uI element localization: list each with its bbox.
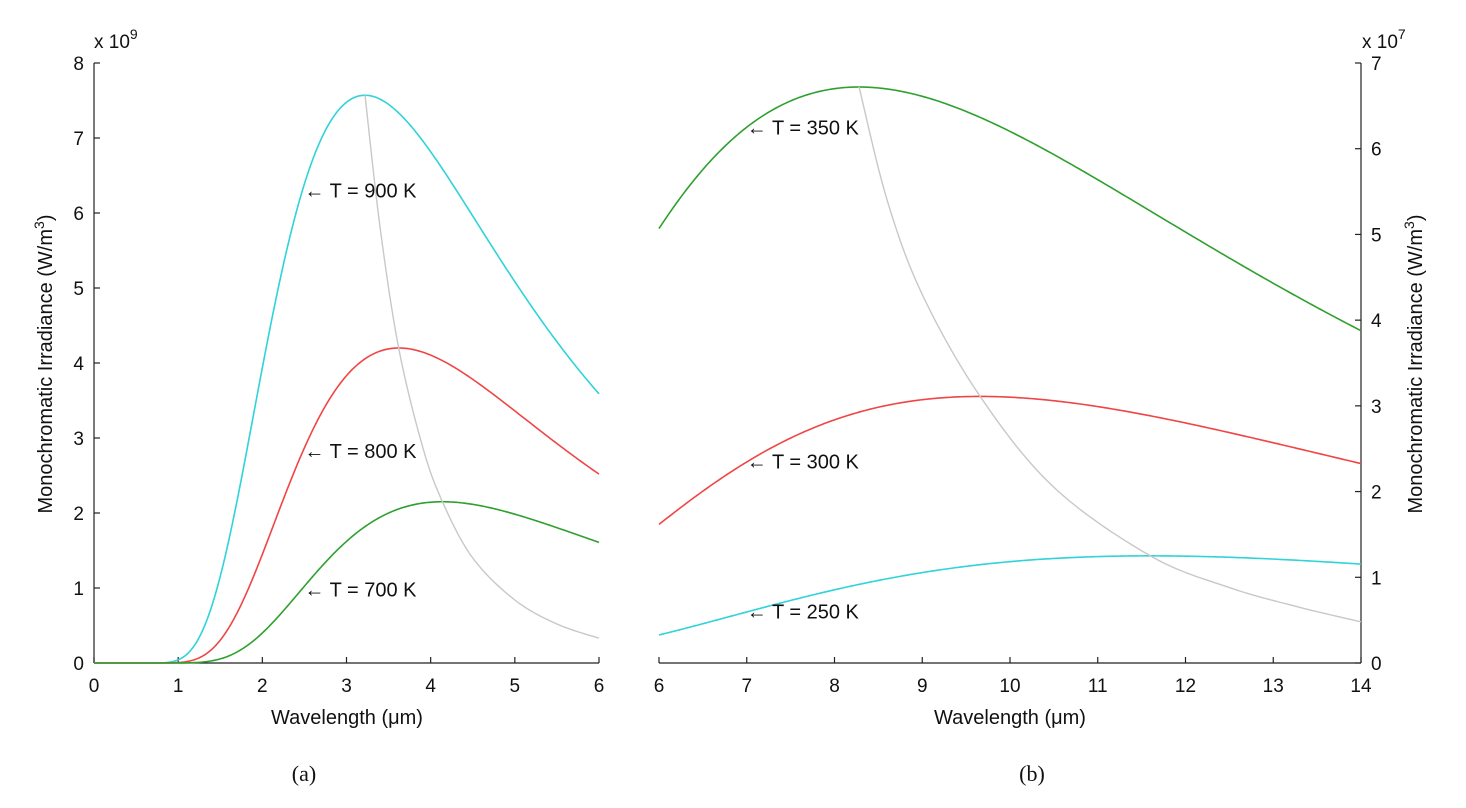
panel-a-y-tick-label: 5 [73,279,84,300]
panel-b-x-tick-label: 7 [741,676,752,697]
panel-b-y-tick-label: 2 [1371,483,1382,504]
panel-b-x-tick-label: 11 [1088,676,1108,697]
panel-a-y-tick-label: 0 [73,654,84,675]
panel-a-y-tick-label: 8 [73,54,84,75]
panel-a-annotation: ← T = 800 K [304,441,417,463]
panel-b-y-tick-label: 5 [1371,225,1382,246]
panel-a-y-axis-label-close: ) [35,215,57,222]
panel-b-caption: (b) [1019,761,1045,786]
panel-b-x-tick-label: 14 [1350,676,1372,697]
panel-b-y-tick-label: 3 [1371,397,1382,418]
panel-b-y-axis-label: Monochromatic Irradiance (W/m3) [1401,215,1427,514]
panel-a-x-tick-label: 4 [425,676,436,697]
panel-b-peak-locus-curve [858,86,1362,623]
panel-a-multiplier: x 109 [94,26,138,53]
panel-a-y-tick-label: 2 [73,504,84,525]
panel-b-annotation: ← T = 300 K [747,452,860,474]
panel-b-y-tick-label: 0 [1371,654,1382,675]
panel-a-multiplier-exp: 9 [130,26,138,42]
panel-b-series [658,86,1362,636]
panel-a-y-axis-label-main: Monochromatic Irradiance (W/m [35,229,57,514]
panel-b-annotation: ← T = 250 K [747,602,860,624]
panel-b-x-tick-label: 9 [917,676,928,697]
panel-a-curve-900k [94,94,600,664]
panel-a-annotation: ← T = 900 K [304,181,417,203]
panel-b-curve-300k [658,395,1362,526]
panel-a-x-tick-label: 3 [341,676,352,697]
panel-a-x-tick-label: 0 [89,676,100,697]
panel-a-curve-800k [94,347,600,664]
panel-a-caption: (a) [292,761,316,786]
panel-a-x-tick-label: 2 [257,676,268,697]
panel-b-y-tick-label: 1 [1371,568,1382,589]
panel-b-y-tick-label: 4 [1371,311,1382,332]
panel-a-series [94,94,600,664]
panel-a-x-tick-label: 1 [173,676,184,697]
panel-a-y-tick-label: 1 [73,579,84,600]
panel-b-x-axis-label: Wavelength (μm) [934,707,1086,729]
panel-b-curve-350k [658,86,1362,332]
panel-a-y-axis-label-sup: 3 [31,221,47,229]
panel-b-y-axis-label-sup: 3 [1401,221,1417,229]
panel-b-multiplier-exp: 7 [1398,26,1406,42]
panel-a-y-tick-label: 7 [73,129,84,150]
panel-b-y-tick-label: 6 [1371,140,1382,161]
panel-a-multiplier-base: x 10 [94,32,130,53]
panel-a-annotations: ← T = 900 K ← T = 800 K ← T = 700 K [304,181,417,602]
panel-b-curve-250k [658,555,1362,636]
panel-b-annotation: ← T = 350 K [747,117,860,139]
panel-a-peak-locus-curve [364,95,600,639]
panel-a-curve-700k [94,500,600,664]
panel-b-x-tick-label: 8 [829,676,840,697]
panel-b-y-axis-label-main: Monochromatic Irradiance (W/m [1405,229,1427,514]
panel-b-annotations: ← T = 350 K ← T = 300 K ← T = 250 K [747,117,860,623]
panel-a-x-tick-label: 5 [510,676,521,697]
panel-a-y-tick-label: 4 [73,354,84,375]
panel-b-x-tick-label: 13 [1263,676,1284,697]
panel-a-y-tick-label: 6 [73,204,84,225]
panel-b-multiplier: x 107 [1362,26,1406,53]
panel-a-ticks: 0 1 2 3 4 5 6 0 1 2 3 4 5 6 7 8 [73,54,604,697]
panel-a-x-axis-label: Wavelength (μm) [271,707,423,729]
panel-b-x-tick-label: 6 [654,676,665,697]
panel-b-x-tick-label: 12 [1175,676,1196,697]
panel-b-multiplier-base: x 10 [1362,32,1398,53]
panel-a-y-tick-label: 3 [73,429,84,450]
panel-b-y-axis-label-close: ) [1405,215,1427,222]
panel-b-y-tick-label: 7 [1371,54,1382,75]
panel-a-y-axis-label: Monochromatic Irradiance (W/m3) [31,215,57,514]
panel-b-x-tick-label: 10 [999,676,1020,697]
panel-a-x-tick-label: 6 [594,676,605,697]
panel-a-annotation: ← T = 700 K [304,580,417,602]
